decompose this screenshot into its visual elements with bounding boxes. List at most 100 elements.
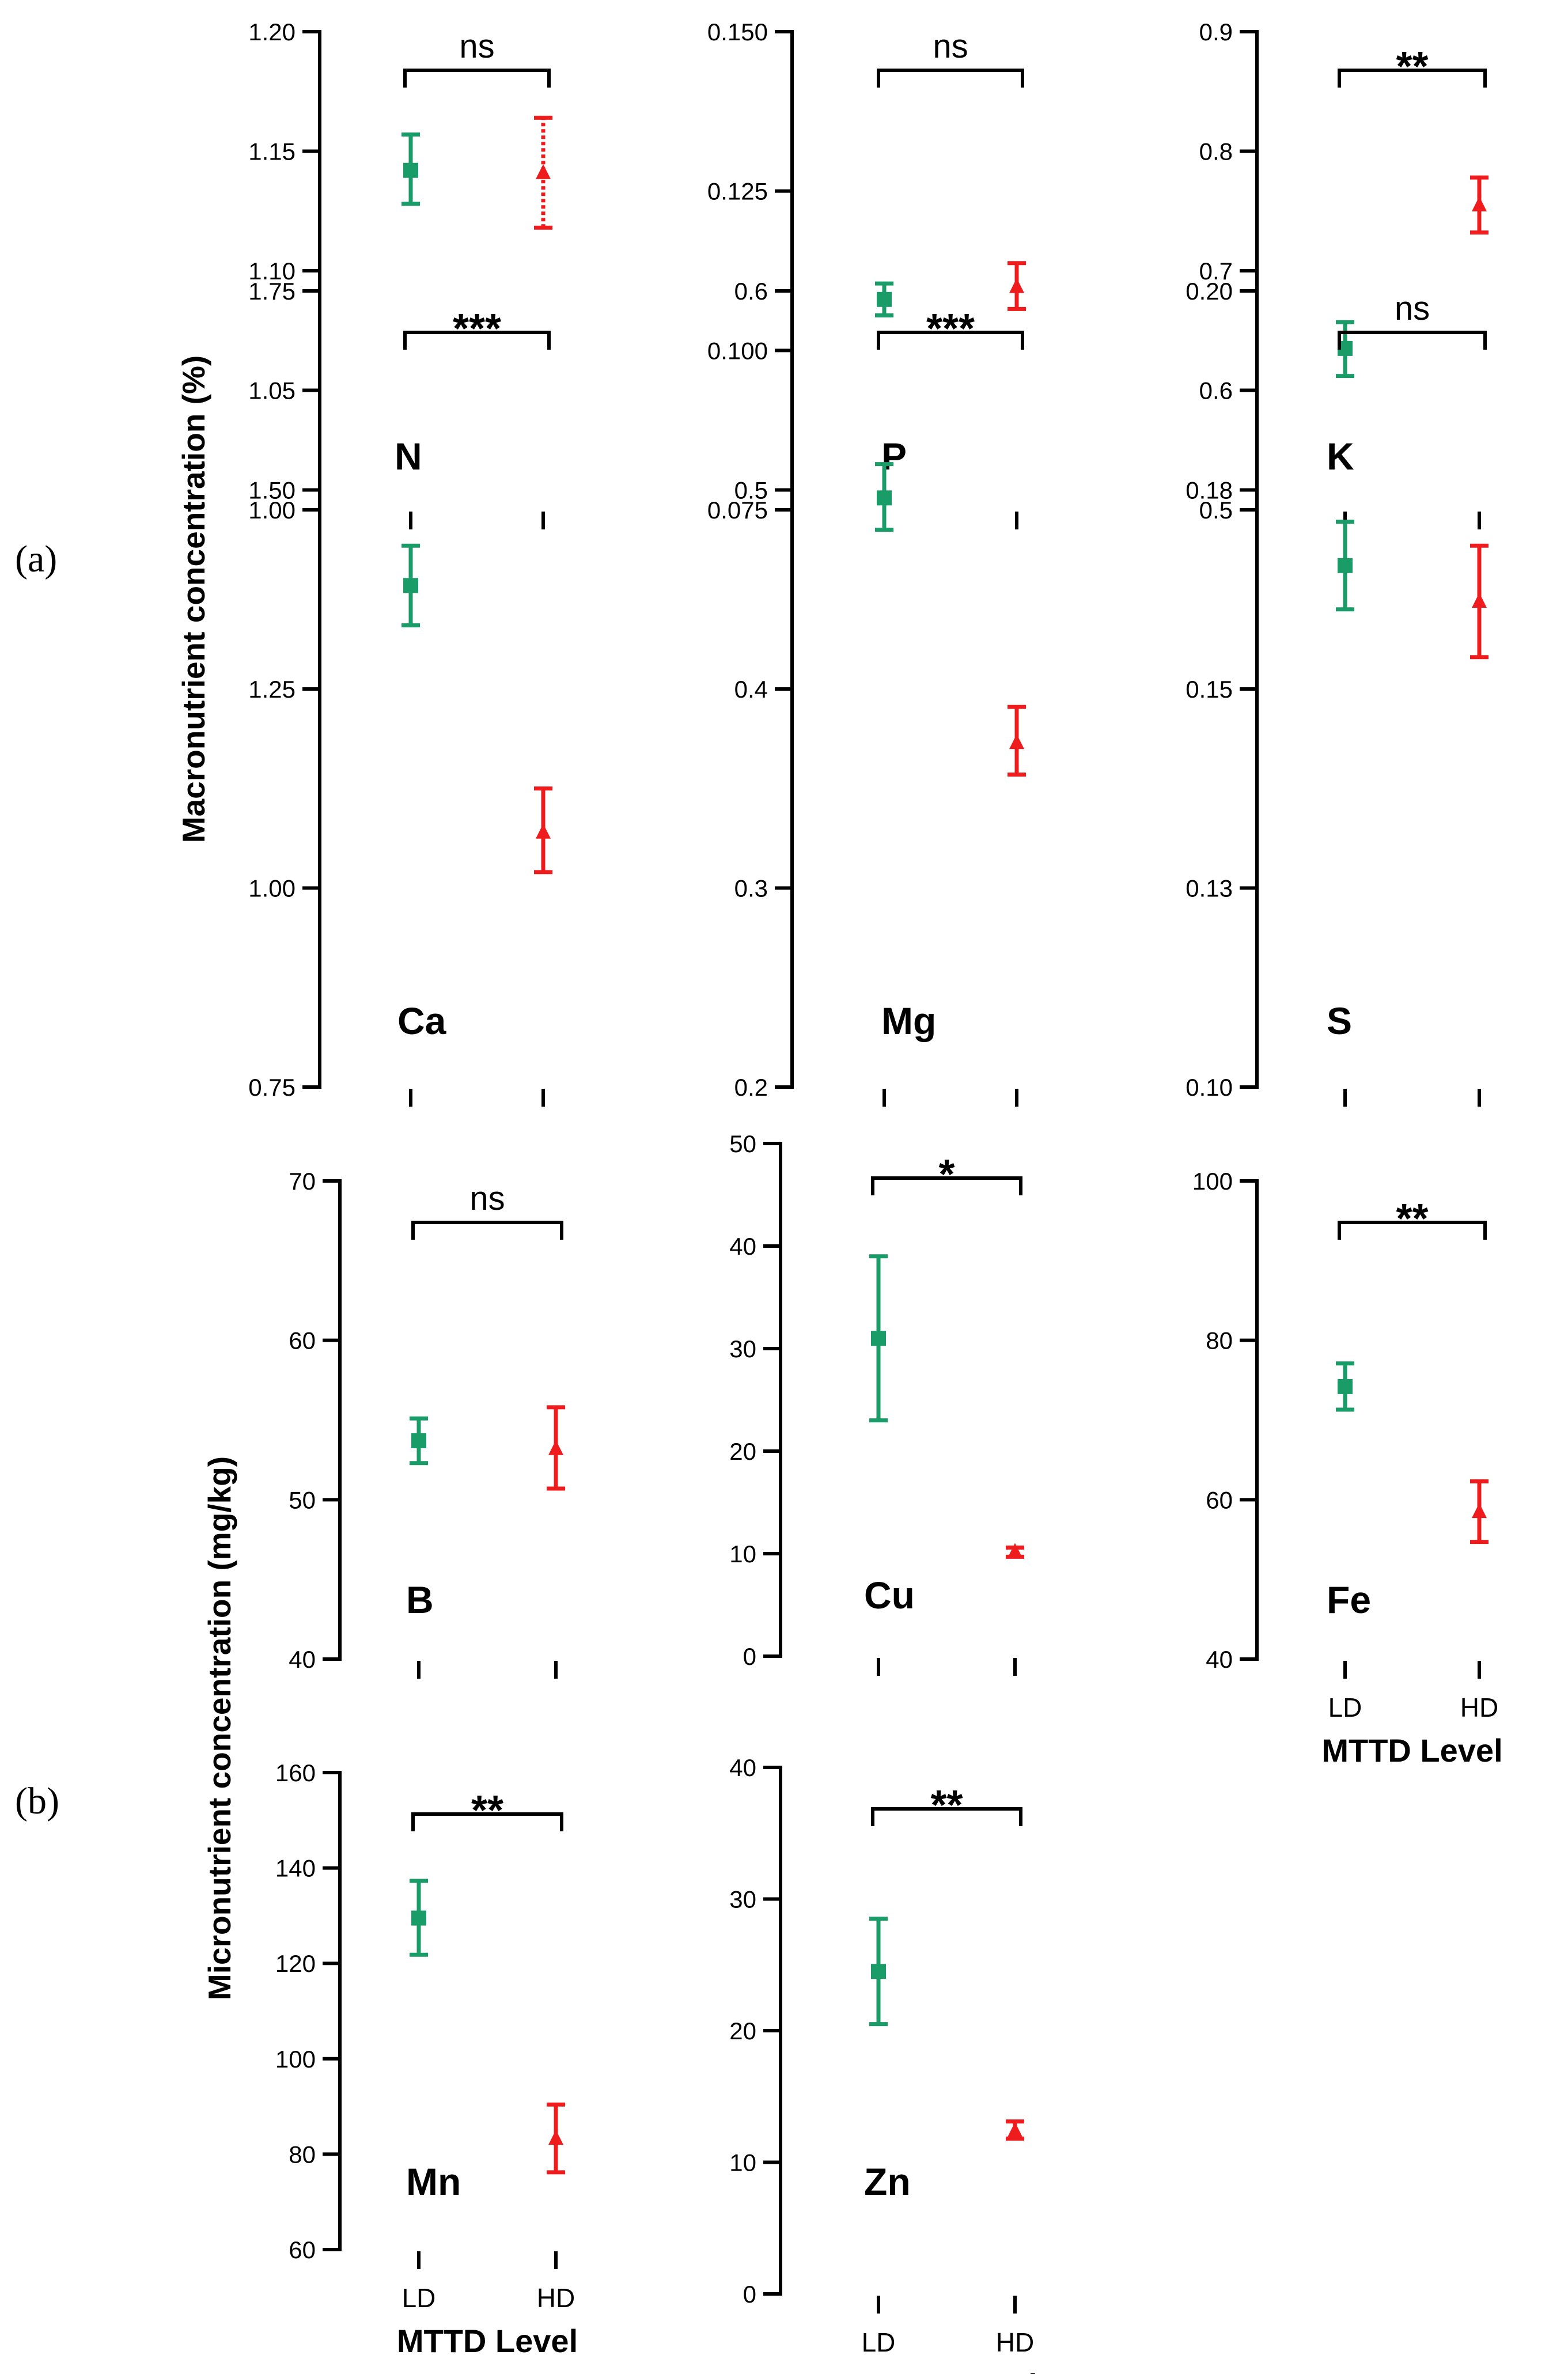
y-tick-label: 0.075 <box>707 497 768 524</box>
significance-bracket <box>877 331 1024 350</box>
x-tick-label: HD <box>537 2283 575 2313</box>
marker-hd <box>1009 278 1024 293</box>
y-tick-label: 40 <box>729 1233 756 1260</box>
significance-label: ** <box>1396 44 1428 90</box>
y-tick-label: 1.10 <box>248 258 296 285</box>
significance-label: ** <box>471 1788 503 1834</box>
x-axis-title: MTTD Level <box>856 2367 1037 2374</box>
x-tick-label: HD <box>1460 1693 1498 1722</box>
marker-hd <box>548 2130 563 2145</box>
marker-ld <box>877 490 892 506</box>
marker-hd <box>1472 1503 1487 1519</box>
panel-s: 0.10 0.13 0.15 0.18 0.20 ns S <box>1186 278 1489 1107</box>
y-tick-label: 0.2 <box>734 1074 768 1101</box>
y-tick-label: 0.9 <box>1199 18 1233 46</box>
y-tick-label: 1.00 <box>248 497 296 524</box>
element-label: Cu <box>864 1574 915 1616</box>
panel-cu: 0 10 20 30 40 50 * Cu <box>729 1130 1024 1676</box>
significance-label: ns <box>459 28 494 65</box>
x-axis-title: MTTD Level <box>397 2323 578 2359</box>
y-tick-label: 140 <box>275 1855 316 1882</box>
x-tick-label: HD <box>996 2327 1034 2357</box>
significance-bracket <box>403 331 551 350</box>
y-tick-label: 30 <box>729 1886 756 1913</box>
y-tick-label: 0.3 <box>734 875 768 902</box>
significance-label: ns <box>1395 290 1430 327</box>
panel-b: 40 50 60 70 ns B <box>289 1168 565 1679</box>
significance-bracket <box>411 1221 563 1240</box>
y-tick-label: 120 <box>275 1950 316 1977</box>
y-tick-label: 80 <box>1206 1327 1233 1354</box>
marker-ld <box>411 1910 426 1926</box>
y-tick-label: 160 <box>275 1759 316 1786</box>
significance-bracket <box>403 69 551 88</box>
marker-hd <box>1472 592 1487 608</box>
y-tick-label: 1.05 <box>248 377 296 404</box>
micro-y-title: Micronutrient concentration (mg/kg) <box>202 1456 237 2000</box>
y-tick-label: 20 <box>729 2017 756 2044</box>
marker-hd <box>1008 2122 1022 2137</box>
panel-k: 0.5 0.6 0.7 0.8 0.9 ** K <box>1199 18 1489 529</box>
element-label: N <box>395 435 422 478</box>
marker-ld <box>411 1433 426 1448</box>
marker-ld <box>877 291 892 307</box>
y-tick-label: 50 <box>729 1130 756 1157</box>
y-tick-label: 0.4 <box>734 676 768 703</box>
macro-y-title: Macronutrient concentration (%) <box>176 355 211 843</box>
y-tick-label: 60 <box>289 2236 316 2263</box>
marker-hd <box>1009 734 1024 749</box>
significance-bracket <box>877 69 1024 88</box>
marker-ld <box>1338 558 1353 573</box>
element-label: Mg <box>881 999 936 1042</box>
marker-ld <box>1338 1379 1353 1394</box>
y-tick-label: 0.5 <box>734 477 768 504</box>
significance-bracket <box>871 1176 1022 1195</box>
y-tick-label: 40 <box>1206 1646 1233 1673</box>
y-tick-label: 0.75 <box>248 1074 296 1101</box>
y-tick-label: 0.150 <box>707 18 768 46</box>
y-tick-label: 0.15 <box>1186 676 1233 703</box>
element-label: S <box>1327 999 1352 1042</box>
y-tick-label: 1.25 <box>248 676 296 703</box>
significance-bracket <box>1338 1221 1487 1240</box>
y-tick-label: 0.7 <box>1199 258 1233 285</box>
y-tick-label: 0.100 <box>707 337 768 364</box>
x-tick-label: LD <box>402 2283 436 2313</box>
panel-mg: 0.2 0.3 0.4 0.5 0.6 *** Mg <box>734 278 1026 1107</box>
marker-hd <box>536 823 551 839</box>
y-tick-label: 10 <box>729 1540 756 1567</box>
element-label: Ca <box>397 999 447 1042</box>
y-tick-label: 1.20 <box>248 18 296 46</box>
marker-ld <box>403 162 418 178</box>
panel-n: 1.00 1.05 1.10 1.15 1.20 ns N <box>248 18 552 529</box>
y-tick-label: 0 <box>743 1643 756 1670</box>
y-tick-label: 80 <box>289 2141 316 2168</box>
y-tick-label: 50 <box>289 1486 316 1513</box>
significance-label: ** <box>1396 1196 1428 1242</box>
x-tick-label: LD <box>862 2327 896 2357</box>
y-tick-label: 0.18 <box>1186 477 1233 504</box>
part-label-b: (b) <box>15 1780 59 1822</box>
significance-bracket <box>1338 331 1487 350</box>
element-label: Mn <box>406 2160 461 2203</box>
y-tick-label: 0.6 <box>1199 377 1233 404</box>
marker-hd <box>548 1440 563 1455</box>
significance-label: *** <box>453 306 501 352</box>
significance-label: ns <box>933 28 968 65</box>
y-tick-label: 60 <box>289 1327 316 1354</box>
significance-bracket <box>1338 69 1487 88</box>
significance-label: ** <box>930 1782 963 1828</box>
marker-ld <box>871 1331 886 1346</box>
y-tick-label: 0.5 <box>1199 497 1233 524</box>
significance-label: *** <box>926 306 975 352</box>
y-tick-label: 20 <box>729 1438 756 1465</box>
element-label: Fe <box>1327 1578 1371 1621</box>
y-tick-label: 100 <box>1192 1168 1233 1195</box>
y-tick-label: 0.13 <box>1186 875 1233 902</box>
marker-hd <box>1008 1543 1022 1558</box>
y-tick-label: 0.6 <box>734 278 768 305</box>
y-tick-label: 0 <box>743 2281 756 2308</box>
y-tick-label: 40 <box>729 1754 756 1781</box>
